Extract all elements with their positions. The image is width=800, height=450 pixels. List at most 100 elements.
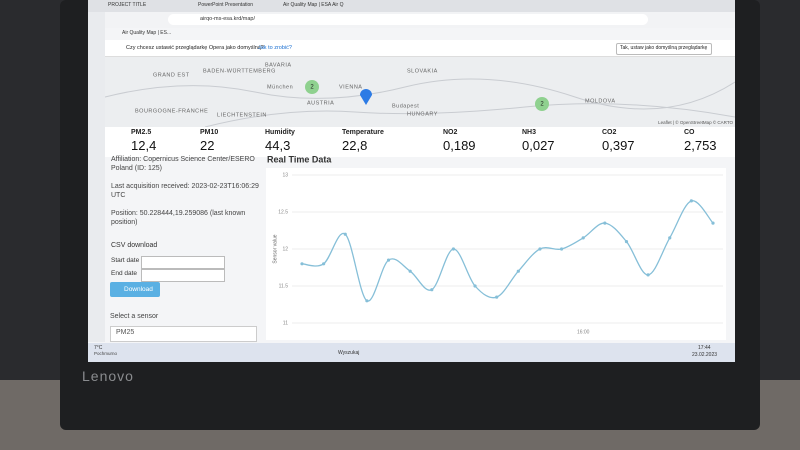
affiliation: Affiliation: Copernicus Science Center/E… bbox=[111, 156, 255, 172]
data-point bbox=[711, 221, 715, 225]
metric-label: PM10 bbox=[200, 129, 219, 136]
y-tick-label: 13 bbox=[282, 172, 288, 178]
csv-heading: CSV download bbox=[111, 242, 158, 249]
data-point bbox=[538, 247, 542, 251]
map-label: BADEN-WÜRTTEMBERG bbox=[203, 67, 276, 74]
map-label: AUSTRIA bbox=[307, 100, 334, 106]
data-point bbox=[300, 262, 304, 266]
prompt-text: Czy chcesz ustawić przeglądarkę Opera ja… bbox=[126, 45, 264, 51]
data-point bbox=[559, 247, 564, 251]
data-point bbox=[495, 295, 499, 299]
bookmark[interactable]: Air Quality Map | ES... bbox=[122, 30, 172, 36]
download-button[interactable] bbox=[110, 282, 160, 297]
y-axis-title: Sensor value bbox=[272, 234, 278, 263]
data-point bbox=[408, 269, 412, 273]
map-label: VIENNA bbox=[339, 84, 362, 90]
metric-value: 22 bbox=[200, 138, 215, 153]
prompt-bar bbox=[105, 40, 735, 57]
data-point bbox=[473, 284, 477, 288]
weather-text: Pochmurno bbox=[94, 351, 118, 356]
data-point bbox=[646, 273, 650, 277]
end-label: End date bbox=[111, 270, 138, 277]
position: Position: 50.228444,19.259086 (last know… bbox=[111, 210, 246, 226]
data-point bbox=[386, 258, 391, 262]
data-point bbox=[365, 299, 369, 303]
csv-start-input[interactable] bbox=[141, 256, 225, 269]
metric-value: 2,753 bbox=[684, 138, 717, 153]
border bbox=[204, 103, 735, 127]
metric-value: 0,027 bbox=[522, 138, 555, 153]
url[interactable]: airqo-ms-esa.krd/map/ bbox=[200, 16, 256, 22]
data-point bbox=[322, 262, 326, 266]
prompt-link[interactable]: Jak to zrobić? bbox=[258, 45, 292, 51]
prompt-button[interactable] bbox=[616, 43, 712, 55]
cluster[interactable] bbox=[535, 97, 549, 111]
y-tick-label: 11 bbox=[283, 320, 288, 326]
start-label: Start date bbox=[111, 257, 140, 264]
map-bg bbox=[105, 57, 735, 127]
map-label: GRAND EST bbox=[153, 72, 190, 78]
data-point bbox=[668, 236, 672, 240]
border bbox=[105, 78, 735, 110]
prompt-button-label[interactable]: Tak, ustaw jako domyślną przeglądarkę bbox=[620, 45, 708, 51]
metric-label: CO2 bbox=[602, 129, 617, 136]
map-label: SLOVAKIA bbox=[407, 68, 438, 74]
map-label: LIECHTENSTEIN bbox=[217, 112, 267, 118]
metric-value: 0,397 bbox=[602, 138, 635, 153]
y-tick-label: 11.5 bbox=[279, 283, 289, 289]
map-marker[interactable] bbox=[360, 89, 372, 105]
metric-label: Temperature bbox=[342, 129, 384, 136]
data-point bbox=[451, 247, 456, 251]
taskbar bbox=[88, 343, 735, 362]
weather-temp: 7°C bbox=[94, 345, 103, 351]
cluster-count[interactable]: 2 bbox=[310, 85, 314, 91]
metric-label: NO2 bbox=[443, 129, 458, 136]
brand-logo: Lenovo bbox=[82, 368, 134, 384]
data-point bbox=[516, 269, 520, 273]
cluster[interactable] bbox=[305, 80, 319, 94]
map-label: BAVARIA bbox=[265, 62, 292, 68]
y-tick-label: 12 bbox=[282, 246, 288, 252]
url-box[interactable] bbox=[168, 14, 648, 25]
clock-date: 23.02.2023 bbox=[692, 352, 718, 358]
metric-value: 22,8 bbox=[342, 138, 368, 153]
data-point bbox=[624, 240, 629, 244]
metric-value: 12,4 bbox=[131, 138, 157, 153]
acquisition: Last acquisition received: 2023-02-23T16… bbox=[111, 183, 259, 199]
screen: BAVARIA GRAND EST BADEN-WÜRTTEMBERG München… bbox=[88, 0, 735, 362]
map-label: HUNGARY bbox=[407, 111, 438, 117]
tab-title[interactable]: PowerPoint Presentation bbox=[198, 2, 254, 8]
sensor-select[interactable] bbox=[110, 326, 257, 342]
metric-label: NH3 bbox=[522, 129, 537, 136]
sensor-value[interactable]: PM25 bbox=[116, 329, 135, 336]
data-point bbox=[343, 232, 347, 236]
map-label: MOLDOVA bbox=[585, 98, 616, 104]
map-label: München bbox=[267, 84, 293, 90]
chart-area bbox=[266, 168, 726, 340]
metric-label: PM2.5 bbox=[131, 129, 152, 136]
chart-title: Real Time Data bbox=[267, 154, 332, 164]
download-label[interactable]: Download bbox=[124, 286, 153, 293]
chart: Real Time Data Sensor value 11 11.5 12 12.5 13… bbox=[266, 154, 726, 340]
metric-label: Humidity bbox=[265, 129, 295, 136]
tab-bar bbox=[88, 0, 735, 12]
map: BAVARIA GRAND EST BADEN-WÜRTTEMBERG München… bbox=[105, 57, 735, 127]
opera-sidebar bbox=[88, 12, 105, 342]
map-attribution: Leaflet | © OpenStreetMap © CARTO bbox=[658, 119, 733, 125]
map-label: Budapest bbox=[392, 103, 419, 109]
metrics-bar bbox=[105, 127, 735, 157]
search[interactable]: Wyszukaj bbox=[338, 350, 360, 356]
tab-title[interactable]: Air Quality Map | ESA Air Q bbox=[283, 2, 344, 8]
y-tick-label: 12.5 bbox=[278, 209, 288, 215]
metric-label: CO bbox=[684, 129, 695, 136]
csv-end-input[interactable] bbox=[141, 269, 225, 282]
select-label: Select a sensor bbox=[110, 313, 159, 320]
metric-value: 44,3 bbox=[265, 138, 291, 153]
map-label: BOURGOGNE-FRANCHE bbox=[135, 108, 208, 114]
tab-title[interactable]: PROJECT TITLE bbox=[108, 2, 147, 8]
data-point bbox=[689, 199, 693, 203]
data-point bbox=[603, 221, 607, 225]
data-point bbox=[430, 288, 434, 292]
cluster-count[interactable]: 2 bbox=[540, 102, 544, 108]
